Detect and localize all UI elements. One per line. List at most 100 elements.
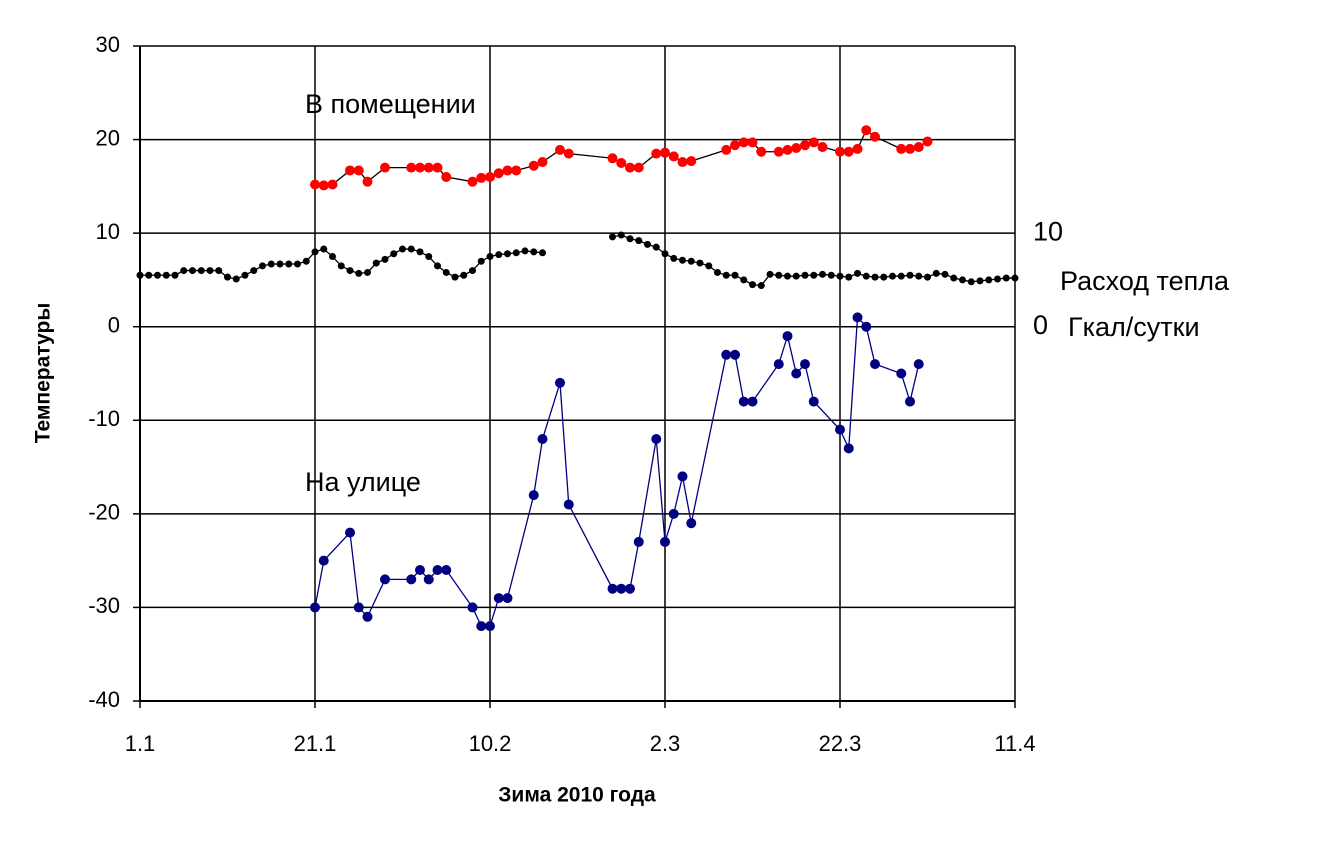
marker bbox=[747, 137, 758, 148]
marker bbox=[730, 140, 740, 151]
marker bbox=[416, 248, 424, 256]
annotation: На улице bbox=[305, 467, 421, 497]
marker bbox=[485, 621, 495, 632]
marker bbox=[644, 240, 651, 248]
marker bbox=[845, 273, 853, 281]
marker bbox=[782, 144, 793, 155]
marker bbox=[731, 271, 739, 279]
marker bbox=[380, 574, 390, 585]
marker bbox=[985, 276, 993, 284]
marker bbox=[721, 349, 732, 360]
marker bbox=[843, 146, 854, 157]
marker bbox=[493, 168, 504, 179]
series-line bbox=[314, 315, 920, 627]
marker bbox=[791, 368, 802, 379]
marker bbox=[372, 259, 380, 267]
marker bbox=[607, 153, 618, 164]
marker bbox=[1011, 274, 1019, 282]
marker bbox=[563, 499, 574, 510]
marker bbox=[714, 268, 721, 276]
marker bbox=[502, 165, 513, 176]
marker bbox=[897, 272, 905, 280]
marker bbox=[555, 144, 565, 155]
marker bbox=[197, 267, 205, 275]
marker bbox=[696, 259, 704, 267]
marker bbox=[310, 179, 320, 190]
marker bbox=[511, 165, 522, 176]
marker bbox=[749, 281, 756, 289]
marker bbox=[836, 272, 844, 280]
marker bbox=[267, 260, 275, 268]
marker bbox=[773, 146, 784, 157]
marker bbox=[145, 271, 153, 279]
marker bbox=[380, 162, 390, 173]
marker bbox=[441, 172, 452, 182]
marker bbox=[880, 273, 888, 281]
marker bbox=[476, 172, 487, 183]
marker bbox=[670, 254, 678, 262]
marker bbox=[800, 359, 810, 370]
marker bbox=[318, 555, 329, 566]
marker bbox=[625, 583, 635, 594]
marker bbox=[686, 156, 697, 167]
marker bbox=[607, 583, 618, 594]
marker bbox=[905, 396, 915, 407]
marker bbox=[616, 583, 627, 594]
marker bbox=[722, 271, 730, 279]
marker bbox=[206, 267, 214, 275]
marker bbox=[504, 250, 511, 258]
marker bbox=[870, 359, 880, 370]
marker bbox=[310, 602, 320, 613]
y-tick-label: -10 bbox=[88, 406, 120, 431]
marker bbox=[355, 269, 363, 277]
marker bbox=[486, 253, 494, 261]
marker bbox=[661, 250, 669, 258]
marker bbox=[994, 275, 1001, 283]
marker bbox=[633, 536, 644, 547]
x-tick-label: 2.3 bbox=[650, 731, 681, 756]
x-tick-label: 10.2 bbox=[469, 731, 512, 756]
marker bbox=[425, 253, 433, 261]
marker bbox=[950, 274, 958, 282]
marker bbox=[906, 271, 914, 279]
marker bbox=[136, 271, 144, 279]
marker bbox=[406, 574, 417, 585]
marker bbox=[346, 267, 354, 275]
marker bbox=[528, 490, 539, 501]
marker bbox=[493, 593, 504, 604]
marker bbox=[791, 142, 802, 153]
marker bbox=[801, 271, 809, 279]
marker bbox=[1002, 274, 1010, 282]
y2-axis-label: Гкал/сутки bbox=[1068, 312, 1200, 342]
marker bbox=[362, 176, 373, 187]
marker bbox=[563, 148, 574, 159]
marker bbox=[390, 250, 398, 258]
marker bbox=[668, 151, 679, 162]
marker bbox=[530, 248, 538, 256]
marker bbox=[766, 270, 774, 278]
marker bbox=[460, 271, 468, 279]
marker bbox=[775, 271, 783, 279]
marker bbox=[180, 267, 188, 275]
x-tick-label: 21.1 bbox=[294, 731, 337, 756]
marker bbox=[434, 262, 441, 270]
x-tick-label: 22.3 bbox=[819, 731, 862, 756]
marker bbox=[476, 621, 487, 632]
marker bbox=[259, 262, 266, 270]
marker bbox=[740, 276, 748, 284]
marker bbox=[537, 157, 548, 168]
marker bbox=[705, 262, 713, 270]
marker bbox=[215, 267, 223, 275]
marker bbox=[441, 565, 452, 575]
marker bbox=[171, 271, 179, 279]
marker bbox=[362, 611, 373, 622]
marker bbox=[660, 536, 670, 547]
marker bbox=[406, 162, 417, 173]
marker bbox=[679, 256, 686, 264]
y-tick-label: 10 bbox=[96, 219, 120, 244]
y-tick-label: 20 bbox=[96, 125, 120, 150]
y-tick-label: -40 bbox=[88, 687, 120, 712]
marker bbox=[617, 231, 625, 239]
marker bbox=[784, 272, 791, 280]
